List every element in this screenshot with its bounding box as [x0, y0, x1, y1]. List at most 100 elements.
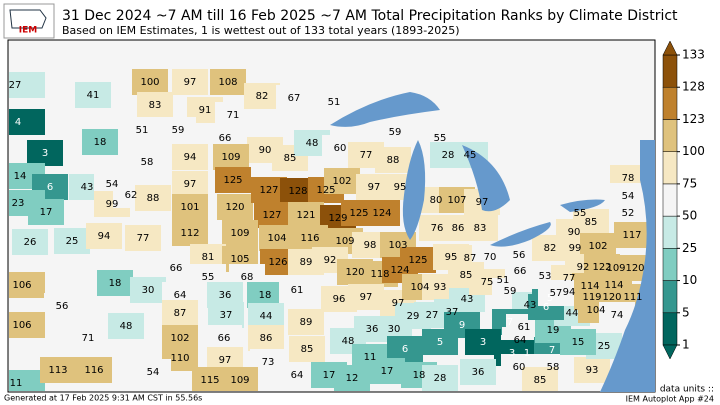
district [97, 270, 133, 296]
colorbar-segment [662, 86, 678, 120]
colorbar-segment [662, 312, 678, 346]
district-label: 100 [140, 77, 159, 88]
district [610, 200, 646, 226]
district-label: 6 [543, 302, 549, 313]
district-label: 57 [550, 288, 563, 299]
district-label: 43 [81, 182, 94, 193]
district-label: 121 [296, 210, 315, 221]
district-label: 87 [464, 253, 477, 264]
district [208, 302, 244, 328]
district-label: 17 [40, 207, 53, 218]
district-label: 111 [623, 292, 642, 303]
district [108, 313, 144, 339]
district-label: 106 [12, 320, 31, 331]
district [162, 300, 198, 326]
colorbar-tick-label: 100 [682, 144, 705, 158]
colorbar: 1 5 10 25 50 75 100 123 128 133 [662, 40, 705, 360]
district-label: 48 [342, 336, 355, 347]
district-label: 18 [109, 278, 122, 289]
district-label: 98 [364, 240, 377, 251]
district-label: 61 [291, 285, 304, 296]
district-label: 12 [346, 373, 359, 384]
district-label: 125 [316, 185, 335, 196]
district-label: 77 [137, 233, 150, 244]
lake-michigan [402, 140, 426, 240]
district-label: 55 [574, 208, 587, 219]
district [292, 225, 328, 251]
district-label: 30 [142, 285, 155, 296]
district-label: 74 [611, 310, 624, 321]
district-label: 97 [392, 298, 405, 309]
district-label: 109 [221, 152, 240, 163]
district-label: 86 [452, 223, 465, 234]
district-label: 66 [218, 333, 231, 344]
district [364, 200, 400, 226]
district-label: 64 [174, 290, 187, 301]
district-label: 64 [291, 370, 304, 381]
district-label: 85 [301, 344, 314, 355]
district-label: 36 [219, 290, 232, 301]
district-label: 48 [120, 321, 133, 332]
district-label: 99 [569, 243, 582, 254]
district-label: 126 [268, 257, 287, 268]
district [279, 277, 315, 303]
district-label: 103 [388, 240, 407, 251]
district-label: 88 [147, 193, 160, 204]
district-label: 36 [472, 367, 485, 378]
district-label: 27 [9, 80, 22, 91]
lake-huron [462, 145, 510, 212]
district-label: 113 [48, 365, 67, 376]
units-note: data units :: [660, 385, 714, 395]
district [460, 359, 496, 385]
district-label: 109 [335, 236, 354, 247]
district-label: 125 [223, 175, 242, 186]
district-label: 6 [47, 182, 53, 193]
colorbar-tick-label: 133 [682, 48, 705, 62]
district-label: 41 [87, 90, 100, 101]
app-note: IEM Autoplot App #24 [626, 395, 714, 404]
district [289, 336, 325, 362]
colorbar-tick-label: 128 [682, 80, 705, 94]
district [172, 220, 208, 246]
district-label: 83 [474, 223, 487, 234]
subtitle: Based on IEM Estimates, 1 is wettest out… [62, 24, 460, 37]
district [76, 357, 112, 383]
district-label: 94 [98, 231, 111, 242]
district [288, 309, 324, 335]
district-label: 56 [513, 250, 526, 261]
district-label: 87 [174, 308, 187, 319]
district-label: 44 [566, 308, 579, 319]
district-label: 80 [430, 195, 443, 206]
district-label: 58 [547, 362, 560, 373]
district-label: 97 [368, 182, 381, 193]
district [574, 357, 610, 383]
district-label: 89 [300, 257, 313, 268]
district-label: 28 [434, 373, 447, 384]
district-label: 86 [260, 333, 273, 344]
colorbar-tick-label: 50 [682, 209, 697, 223]
colorbar-tick-label: 1 [682, 338, 690, 352]
district-label: 120 [225, 202, 244, 213]
colorbar-tick-label: 25 [682, 241, 697, 255]
district [288, 202, 324, 228]
district [28, 199, 64, 225]
district-label: 18 [413, 370, 426, 381]
district-label: 125 [408, 255, 427, 266]
logo-text: IEM [19, 26, 37, 36]
ocean [600, 140, 655, 392]
colorbar-tick-label: 123 [682, 112, 705, 126]
district [276, 85, 312, 111]
district [422, 329, 458, 355]
district [172, 144, 208, 170]
district-label: 54 [106, 179, 119, 190]
district-label: 36 [366, 324, 379, 335]
district-label: 125 [349, 208, 368, 219]
district-label: 93 [586, 365, 599, 376]
district [538, 280, 574, 306]
district [75, 82, 111, 108]
district-label: 104 [586, 305, 605, 316]
water [330, 92, 655, 392]
district [158, 255, 194, 281]
district-label: 60 [334, 143, 347, 154]
